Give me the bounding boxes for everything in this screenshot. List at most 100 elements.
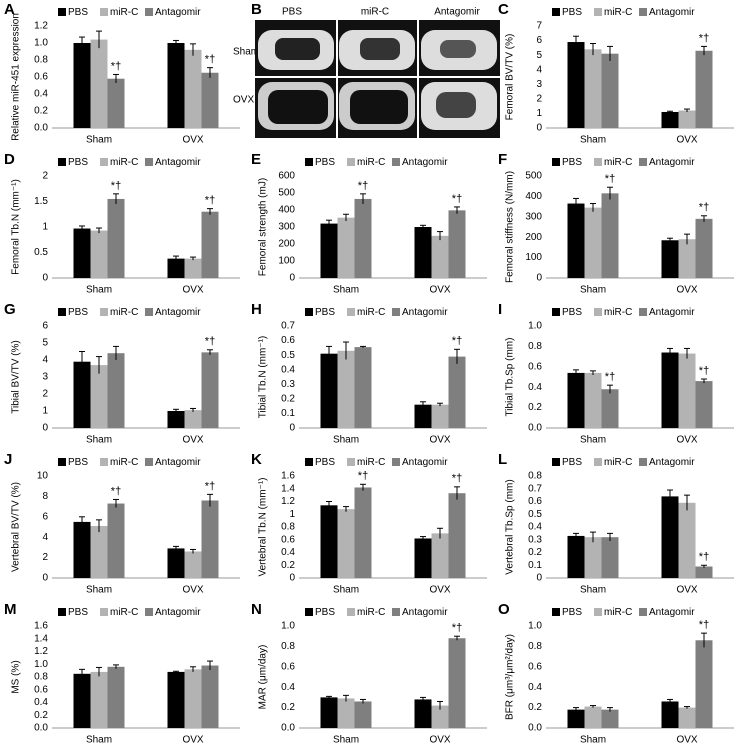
y-tick-label: 1.0 — [34, 659, 48, 670]
y-tick-label: 5 — [42, 338, 48, 349]
legend-label: Antagomir — [649, 7, 695, 18]
legend-label: miR-C — [110, 7, 138, 18]
y-tick-label: 0.0 — [281, 723, 295, 734]
legend-label: miR-C — [357, 307, 385, 318]
legend-label: Antagomir — [402, 607, 448, 618]
bar — [320, 223, 338, 278]
significance-label: *† — [699, 619, 709, 631]
legend-swatch — [100, 608, 108, 616]
y-tick-label: 1 — [289, 509, 295, 520]
bar — [601, 193, 619, 278]
panel-letter: N — [251, 601, 262, 618]
y-tick-label: 200 — [525, 232, 542, 243]
y-tick-label: 0.4 — [281, 682, 295, 693]
y-tick-label: 6 — [536, 35, 542, 46]
legend-swatch — [58, 308, 66, 316]
y-tick-label: 0.3 — [528, 534, 542, 545]
legend-swatch — [347, 158, 355, 166]
x-tick-label: Sham — [333, 285, 359, 296]
legend-swatch — [594, 608, 602, 616]
bar — [448, 493, 466, 578]
y-tick-label: 0.6 — [281, 335, 295, 346]
y-tick-label: 400 — [525, 191, 542, 202]
legend-label: PBS — [315, 607, 335, 618]
bar — [201, 352, 219, 428]
legend-swatch — [594, 308, 602, 316]
y-tick-label: 0 — [42, 573, 48, 584]
bar — [184, 49, 202, 128]
y-tick-label: 0.0 — [528, 423, 542, 434]
bar — [678, 353, 696, 428]
legend-label: miR-C — [110, 607, 138, 618]
y-axis-label: Femoral strength (mJ) — [258, 178, 269, 276]
legend-swatch — [58, 458, 66, 466]
y-tick-label: 0.1 — [281, 408, 295, 419]
legend-label: Antagomir — [649, 457, 695, 468]
legend-swatch — [145, 458, 153, 466]
x-tick-label: Sham — [580, 135, 606, 146]
bar — [201, 72, 219, 128]
row-label: OVX — [233, 95, 254, 106]
y-tick-label: 0.7 — [281, 321, 295, 332]
y-tick-label: 1.0 — [528, 321, 542, 332]
y-axis-label: Femoral Tb.N (mm⁻¹) — [11, 179, 22, 275]
legend-label: miR-C — [357, 157, 385, 168]
y-axis-label: MS (%) — [11, 660, 22, 693]
y-tick-label: 1.6 — [34, 621, 48, 632]
y-tick-label: 4 — [42, 355, 48, 366]
bar — [414, 538, 432, 578]
y-tick-label: 1.4 — [34, 633, 48, 644]
bar — [567, 203, 585, 278]
significance-label: *† — [699, 551, 709, 563]
bar — [90, 230, 108, 278]
chart-panel: F PBS miR-C Antagomir Femoral stiffness (N/m… — [498, 151, 734, 296]
bar — [107, 353, 125, 428]
y-tick-label: 1.0 — [34, 38, 48, 49]
y-tick-label: 2 — [42, 389, 48, 400]
y-tick-label: 1.4 — [281, 483, 295, 494]
significance-label: *† — [452, 473, 462, 485]
y-tick-label: 0.8 — [34, 55, 48, 66]
bar — [431, 533, 449, 578]
y-axis-label: Vertebral Tb.N (mm⁻¹) — [258, 478, 269, 577]
y-tick-label: 300 — [278, 222, 295, 233]
legend-label: PBS — [68, 457, 88, 468]
legend-label: miR-C — [604, 157, 632, 168]
legend-label: Antagomir — [649, 157, 695, 168]
bar — [184, 551, 202, 578]
legend-label: Antagomir — [155, 307, 201, 318]
x-tick-label: OVX — [429, 435, 450, 446]
panel-letter: O — [498, 601, 510, 618]
bar — [320, 697, 338, 728]
bar — [695, 566, 713, 578]
bar — [201, 211, 219, 278]
legend-swatch — [552, 8, 560, 16]
bar — [584, 49, 602, 128]
column-title: PBS — [282, 7, 302, 18]
legend-swatch — [639, 608, 647, 616]
legend-swatch — [305, 458, 313, 466]
y-tick-label: 100 — [525, 252, 542, 263]
bar — [584, 372, 602, 428]
y-tick-label: 0.6 — [528, 496, 542, 507]
y-tick-label: 0.3 — [281, 379, 295, 390]
bar — [448, 356, 466, 428]
micro-ct-panel: B PBS miR-C Antagomir Sham OVX — [233, 1, 500, 138]
y-axis-label: Vertebral BV/TV (%) — [11, 482, 22, 572]
legend-swatch — [145, 158, 153, 166]
y-tick-label: 0.0 — [34, 723, 48, 734]
panel-letter: A — [4, 1, 15, 18]
y-tick-label: 0.8 — [528, 641, 542, 652]
x-tick-label: OVX — [182, 135, 203, 146]
y-tick-label: 0.8 — [281, 641, 295, 652]
y-axis-label: Femoral stiffness (N/mm) — [505, 171, 516, 283]
y-tick-label: 400 — [278, 205, 295, 216]
y-tick-label: 0.6 — [528, 361, 542, 372]
legend-swatch — [639, 308, 647, 316]
legend-label: PBS — [68, 157, 88, 168]
y-tick-label: 0.8 — [528, 471, 542, 482]
legend-swatch — [58, 608, 66, 616]
bar — [201, 500, 219, 578]
y-tick-label: 3 — [536, 79, 542, 90]
x-tick-label: Sham — [580, 285, 606, 296]
